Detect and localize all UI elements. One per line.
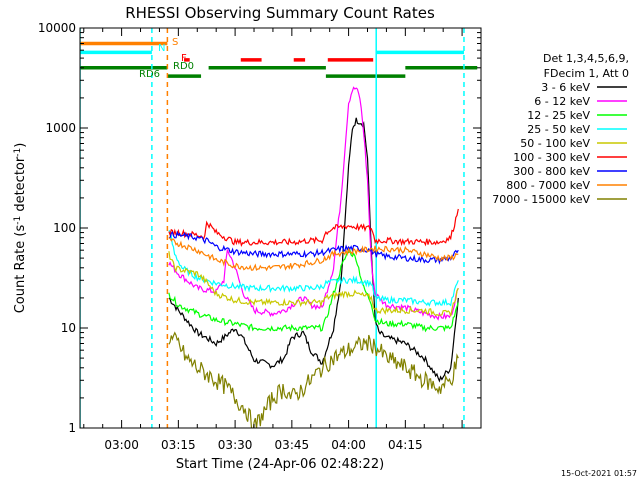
series-line [168,248,459,333]
y-tick-label: 1 [68,421,76,435]
y-axis-label: Count Rate (s-1 detector-1) [13,143,28,314]
axes: 1 10 100 1000 10000 03:00 03:15 03:30 03:45 04:00… [38,21,481,452]
legend: Det 1,3,4,5,6,9, FDecim 1, Att 0 3 - 6 k… [492,52,629,206]
legend-entry-label: 100 - 300 keV [513,151,590,164]
flag-label: S [172,37,178,48]
series-line [168,230,459,265]
series-line [168,229,459,307]
legend-header-line-1: Det 1,3,4,5,6,9, [543,52,629,65]
legend-entry-label: 300 - 800 keV [513,165,590,178]
legend-entry-label: 25 - 50 keV [527,123,590,136]
x-tick-label: 03:45 [275,438,310,452]
x-tick-label: 03:30 [218,438,253,452]
flag-label: RD0 [173,61,194,72]
series-line [168,117,459,383]
footer-date: 15-Oct-2021 01:57 [561,469,637,478]
legend-header-line-2: FDecim 1, Att 0 [544,67,629,80]
x-tick-label: 04:00 [331,438,366,452]
legend-entry-label: 6 - 12 keV [534,95,590,108]
series-line [168,251,459,317]
flag-label: RD6 [139,69,160,80]
y-tick-label: 10000 [38,21,76,35]
series-line [168,208,459,248]
legend-entry-label: 12 - 25 keV [527,109,590,122]
y-tick-label: 10 [61,321,76,335]
legend-entry-label: 3 - 6 keV [541,81,590,94]
legend-entry-label: 800 - 7000 keV [506,179,590,192]
y-tick-label: 1000 [45,121,76,135]
chart-title: RHESSI Observing Summary Count Rates [125,4,435,22]
y-tick-label: 100 [53,221,76,235]
flag-label: F [181,53,187,64]
plot-frame [79,27,482,429]
legend-entry-label: 7000 - 15000 keV [492,193,590,206]
x-tick-label: 03:15 [161,438,196,452]
series-line [168,237,459,272]
x-axis-label: Start Time (24-Apr-06 02:48:22) [176,457,384,472]
series-line [168,331,459,428]
x-tick-label: 04:15 [388,438,423,452]
legend-entry-label: 50 - 100 keV [520,137,590,150]
flag-label: N [158,43,165,54]
vertical-markers [80,28,465,428]
x-tick-label: 03:00 [104,438,139,452]
series-lines [168,86,459,428]
flag-bars [80,41,478,78]
